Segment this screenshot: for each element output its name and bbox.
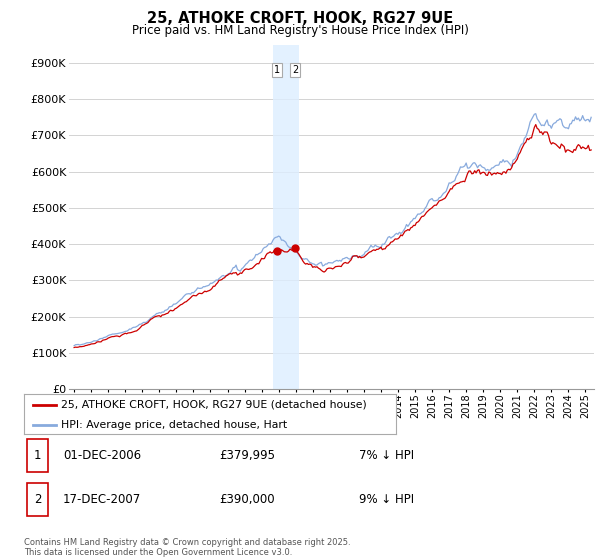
Text: 7% ↓ HPI: 7% ↓ HPI [359,449,414,463]
Text: HPI: Average price, detached house, Hart: HPI: Average price, detached house, Hart [61,420,287,430]
Text: 1: 1 [34,449,41,463]
Text: Contains HM Land Registry data © Crown copyright and database right 2025.
This d: Contains HM Land Registry data © Crown c… [24,538,350,557]
Text: 25, ATHOKE CROFT, HOOK, RG27 9UE: 25, ATHOKE CROFT, HOOK, RG27 9UE [147,11,453,26]
Text: £390,000: £390,000 [220,493,275,506]
Text: £379,995: £379,995 [220,449,275,463]
Text: Price paid vs. HM Land Registry's House Price Index (HPI): Price paid vs. HM Land Registry's House … [131,24,469,36]
Text: 9% ↓ HPI: 9% ↓ HPI [359,493,414,506]
Text: 1: 1 [274,65,280,75]
Text: 2: 2 [34,493,41,506]
Text: 01-DEC-2006: 01-DEC-2006 [63,449,141,463]
FancyBboxPatch shape [27,440,48,473]
FancyBboxPatch shape [27,483,48,516]
Bar [273,45,299,389]
Text: 2: 2 [292,65,298,75]
Text: 25, ATHOKE CROFT, HOOK, RG27 9UE (detached house): 25, ATHOKE CROFT, HOOK, RG27 9UE (detach… [61,400,367,410]
Text: 17-DEC-2007: 17-DEC-2007 [63,493,142,506]
